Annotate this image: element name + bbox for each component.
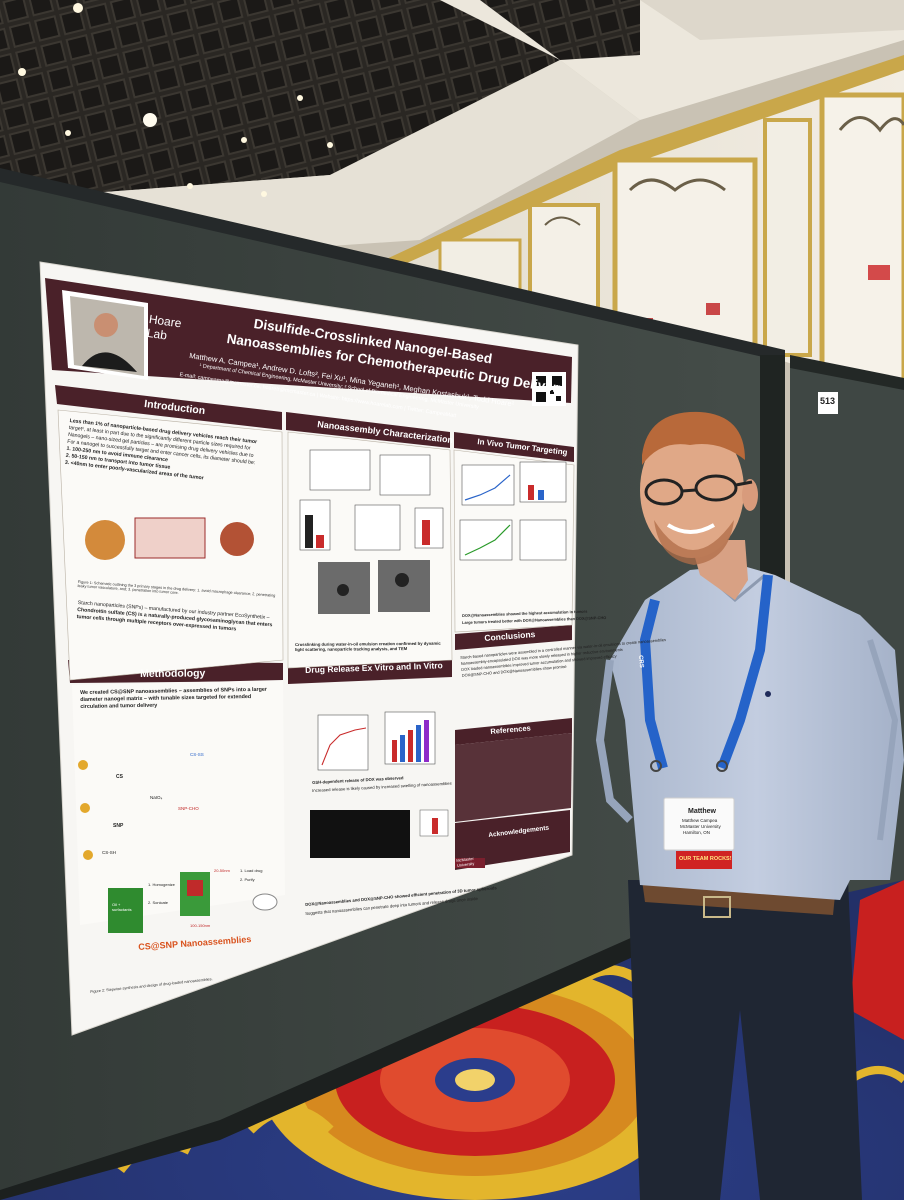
exit-sign <box>868 265 890 280</box>
glasses <box>644 474 753 506</box>
person <box>595 411 904 1200</box>
polo-logo <box>765 691 771 697</box>
badge-ribbon <box>676 851 732 869</box>
poster-header <box>45 278 572 403</box>
board-number-card <box>818 392 838 414</box>
ballroom-wall <box>380 55 904 420</box>
hair <box>642 411 745 465</box>
poster <box>39 261 579 1036</box>
name-badge <box>663 797 735 851</box>
lanyard <box>639 598 668 770</box>
oil-box <box>108 888 143 933</box>
